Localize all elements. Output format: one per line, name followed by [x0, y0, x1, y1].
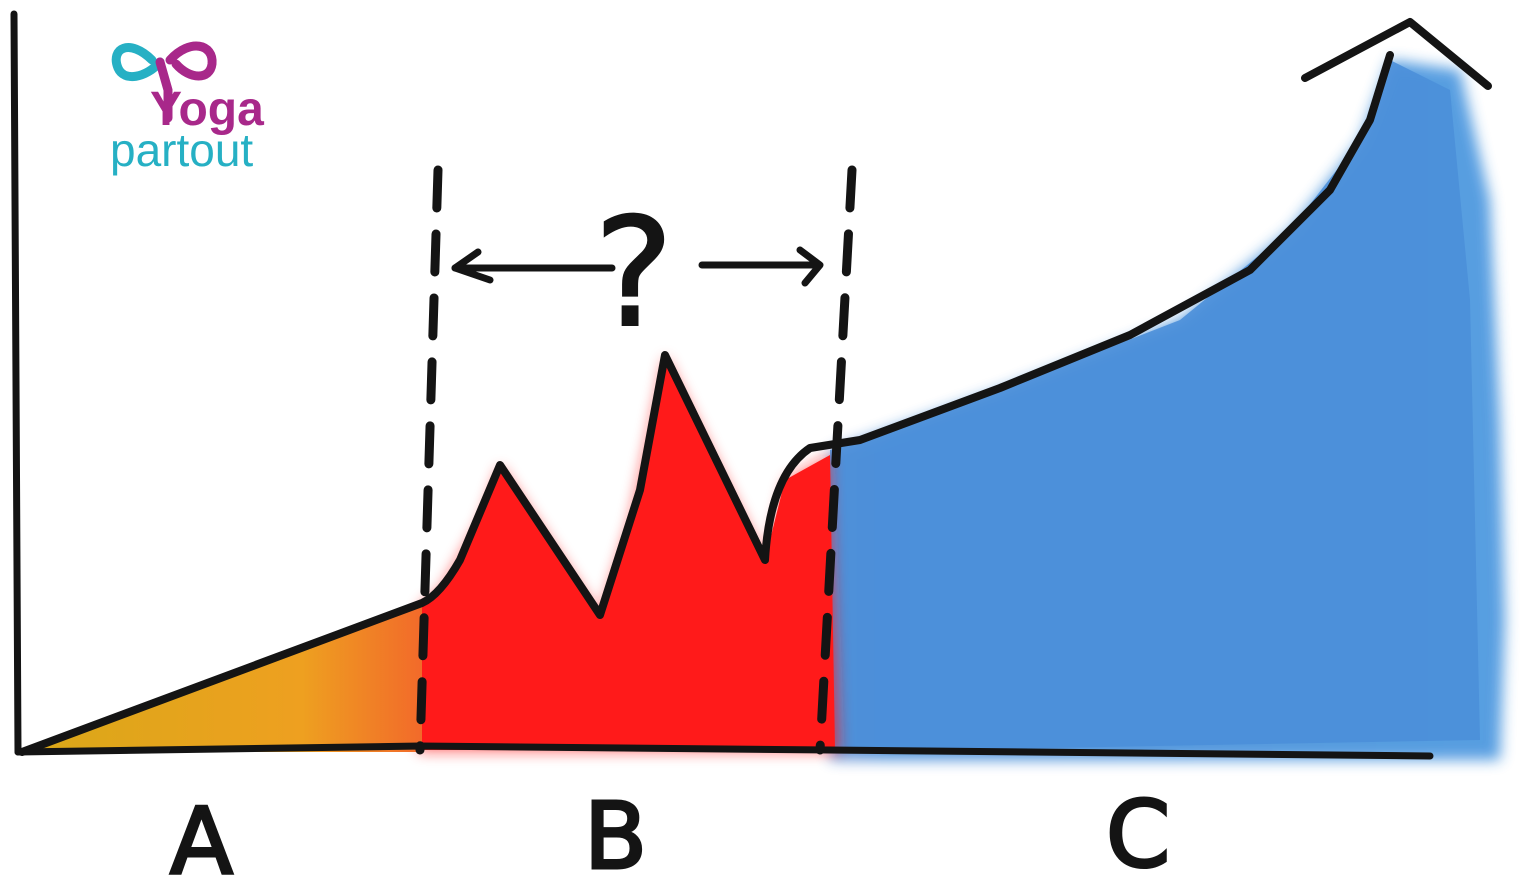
- zone-c-label: C: [1106, 781, 1172, 886]
- zone-c-fill: [830, 60, 1505, 760]
- x-axis: [14, 742, 1434, 760]
- boundary-right: [815, 165, 857, 755]
- ribbon-icon: [111, 41, 217, 123]
- logo-line1: Yoga: [150, 83, 264, 136]
- growth-curve: [18, 51, 1394, 756]
- logo-line2: partout: [110, 124, 253, 176]
- question-mark: ?: [594, 187, 674, 361]
- curve-arrowhead: [1301, 18, 1492, 90]
- range-arrow: [451, 246, 824, 287]
- boundary-lines: [415, 165, 857, 755]
- zone-b-label: B: [584, 783, 649, 886]
- y-axis: [10, 10, 22, 756]
- boundary-left: [415, 165, 443, 755]
- yoga-partout-logo: Yoga partout: [110, 41, 264, 176]
- axes: [10, 10, 1434, 760]
- zone-a-label: A: [170, 788, 235, 886]
- zone-b-fill: [418, 355, 840, 752]
